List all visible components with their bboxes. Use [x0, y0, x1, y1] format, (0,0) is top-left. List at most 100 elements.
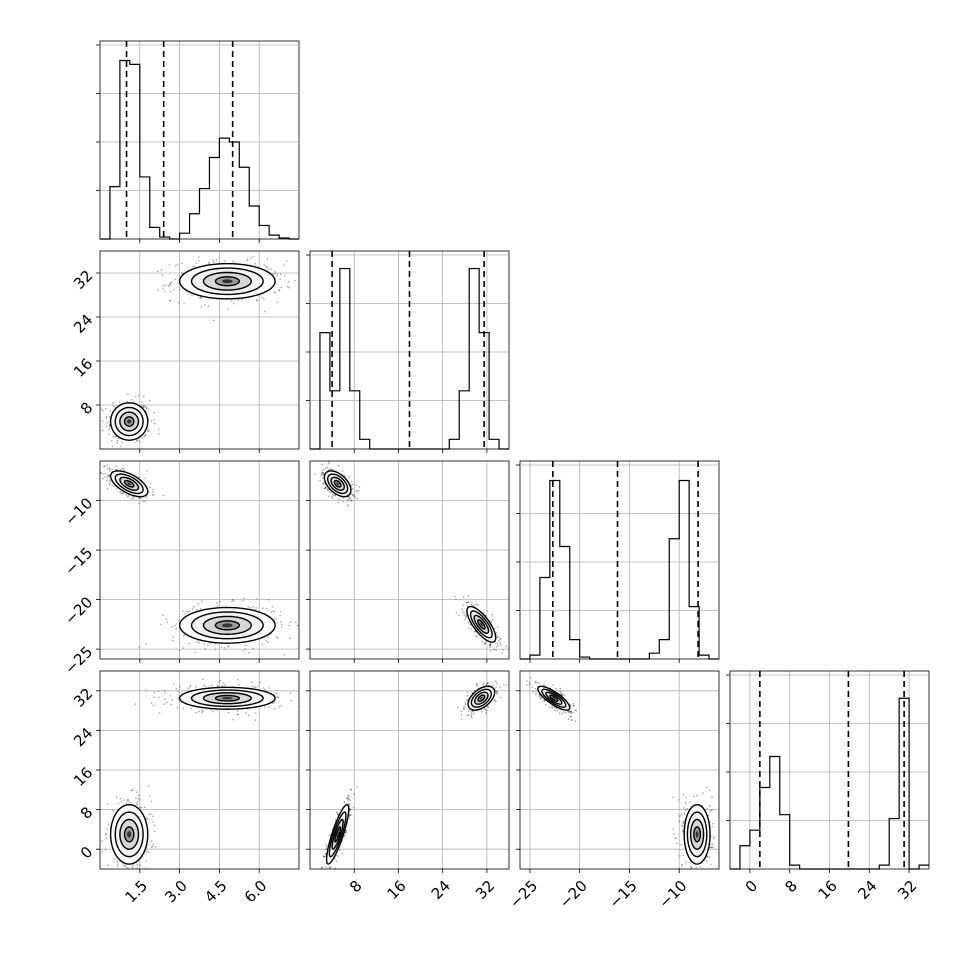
- sample-point: [491, 614, 494, 616]
- sample-point: [165, 618, 167, 620]
- sample-point: [358, 486, 361, 488]
- sample-point: [569, 704, 572, 706]
- sample-point: [248, 651, 250, 654]
- sample-point: [129, 802, 131, 804]
- sample-point: [466, 605, 469, 607]
- sample-point: [276, 637, 279, 639]
- sample-point: [482, 683, 485, 686]
- sample-point: [170, 703, 172, 706]
- sample-point: [352, 806, 355, 809]
- sample-point: [570, 715, 573, 718]
- sample-point: [526, 684, 528, 686]
- sample-point: [356, 786, 358, 788]
- sample-point: [271, 702, 274, 704]
- sample-point: [270, 611, 273, 614]
- sample-point: [96, 805, 98, 807]
- sample-point: [111, 484, 113, 486]
- sample-point: [200, 296, 202, 299]
- histogram-bar: [140, 177, 150, 239]
- sample-point: [322, 473, 324, 476]
- sample-point: [476, 635, 478, 637]
- sample-point: [122, 799, 125, 801]
- sample-point: [341, 852, 343, 855]
- sample-point: [145, 867, 147, 869]
- sample-point: [462, 596, 465, 598]
- histogram-bar: [120, 61, 130, 239]
- sample-point: [156, 270, 159, 273]
- sample-point: [149, 482, 151, 485]
- sample-point: [136, 867, 138, 869]
- sample-point: [131, 497, 133, 500]
- sample-point: [263, 298, 265, 300]
- sample-point: [352, 493, 355, 496]
- sample-point: [209, 642, 212, 645]
- sample-point: [681, 865, 683, 867]
- sample-point: [468, 601, 470, 604]
- sample-point: [327, 495, 330, 498]
- sample-point: [274, 271, 276, 273]
- sample-point: [196, 609, 198, 611]
- sample-point: [169, 282, 172, 285]
- sample-point: [343, 475, 346, 477]
- sample-point: [346, 500, 349, 502]
- sample-point: [561, 694, 563, 696]
- sample-point: [569, 715, 572, 718]
- sample-point: [154, 845, 157, 848]
- sample-point: [231, 598, 234, 601]
- sample-point: [470, 711, 473, 713]
- sample-point: [328, 462, 330, 465]
- histogram-bar: [780, 815, 790, 869]
- sample-point: [337, 813, 339, 815]
- sample-point: [147, 430, 150, 433]
- sample-point: [127, 799, 130, 801]
- sample-point: [245, 711, 247, 714]
- sample-point: [490, 621, 493, 624]
- sample-point: [264, 310, 266, 313]
- sample-point: [283, 654, 286, 656]
- sample-point: [112, 466, 114, 468]
- sample-point: [250, 607, 252, 609]
- sample-point: [143, 395, 145, 398]
- sample-point: [170, 281, 173, 283]
- sample-point: [189, 610, 191, 612]
- sample-point: [486, 682, 489, 684]
- sample-point: [132, 401, 135, 403]
- sample-point: [251, 681, 253, 684]
- sample-point: [153, 411, 156, 414]
- sample-point: [544, 700, 546, 702]
- sample-point: [343, 802, 346, 804]
- sample-point: [543, 699, 546, 701]
- sample-point: [568, 710, 571, 712]
- sample-point: [484, 614, 487, 616]
- sample-point: [572, 703, 575, 705]
- sample-point: [177, 282, 179, 285]
- sample-point: [287, 280, 290, 283]
- sample-point: [328, 866, 331, 869]
- histogram-bar: [200, 189, 210, 239]
- sample-point: [347, 499, 350, 501]
- sample-point: [145, 410, 147, 412]
- sample-point: [349, 496, 351, 499]
- sample-point: [116, 860, 118, 863]
- sample-point: [255, 712, 257, 714]
- sample-point: [232, 260, 234, 262]
- sample-point: [475, 685, 478, 687]
- sample-point: [354, 496, 357, 499]
- sample-point: [467, 601, 470, 604]
- sample-point: [491, 684, 494, 686]
- sample-point: [100, 471, 102, 474]
- sample-point: [334, 494, 337, 497]
- sample-point: [113, 485, 115, 488]
- sample-point: [125, 864, 127, 866]
- sample-point: [192, 605, 195, 608]
- sample-point: [137, 394, 140, 397]
- sample-point: [323, 873, 325, 875]
- sample-point: [127, 495, 129, 498]
- sample-point: [116, 865, 119, 867]
- sample-point: [334, 867, 337, 869]
- sample-point: [501, 652, 504, 654]
- sample-point: [174, 278, 177, 281]
- sample-point: [535, 693, 537, 696]
- sample-point: [100, 408, 103, 411]
- sample-point: [150, 840, 153, 843]
